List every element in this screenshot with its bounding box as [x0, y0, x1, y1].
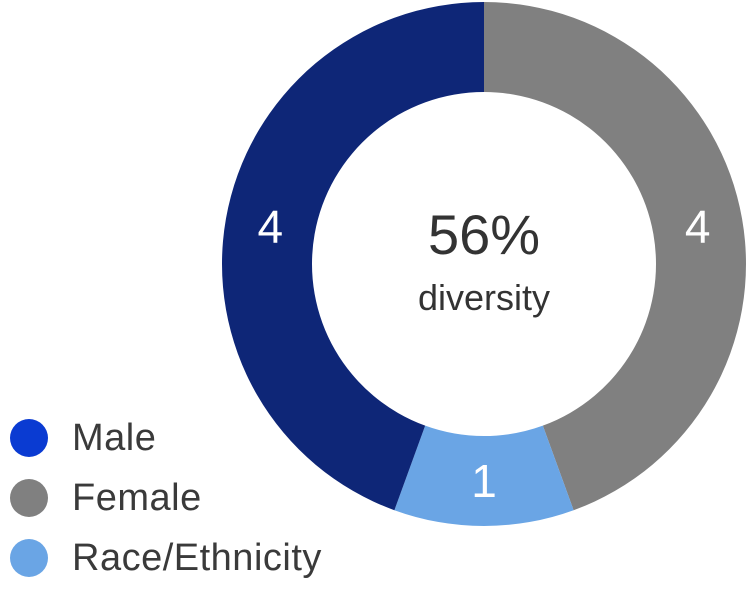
legend-item-female: Female — [10, 468, 322, 528]
legend-swatch-race-ethnicity — [10, 539, 48, 577]
legend: Male Female Race/Ethnicity — [10, 408, 322, 588]
center-label: diversity — [418, 277, 550, 318]
legend-label-female: Female — [72, 476, 202, 519]
legend-label-male: Male — [72, 416, 157, 459]
legend-label-race-ethnicity: Race/Ethnicity — [72, 536, 322, 579]
slice-label-male: 4 — [257, 200, 283, 252]
slice-label-race-ethnicity: 1 — [471, 455, 497, 507]
slice-male — [221, 2, 484, 511]
legend-swatch-male — [10, 419, 48, 457]
legend-swatch-female — [10, 479, 48, 517]
slice-label-female: 4 — [685, 200, 711, 252]
slice-race-ethnicity — [394, 425, 574, 526]
donut-slices — [221, 2, 746, 526]
legend-item-male: Male — [10, 408, 322, 468]
slice-female — [484, 2, 746, 511]
legend-item-race-ethnicity: Race/Ethnicity — [10, 528, 322, 588]
center-value: 56% — [428, 203, 540, 266]
slice-labels: 4 1 4 — [257, 200, 710, 507]
